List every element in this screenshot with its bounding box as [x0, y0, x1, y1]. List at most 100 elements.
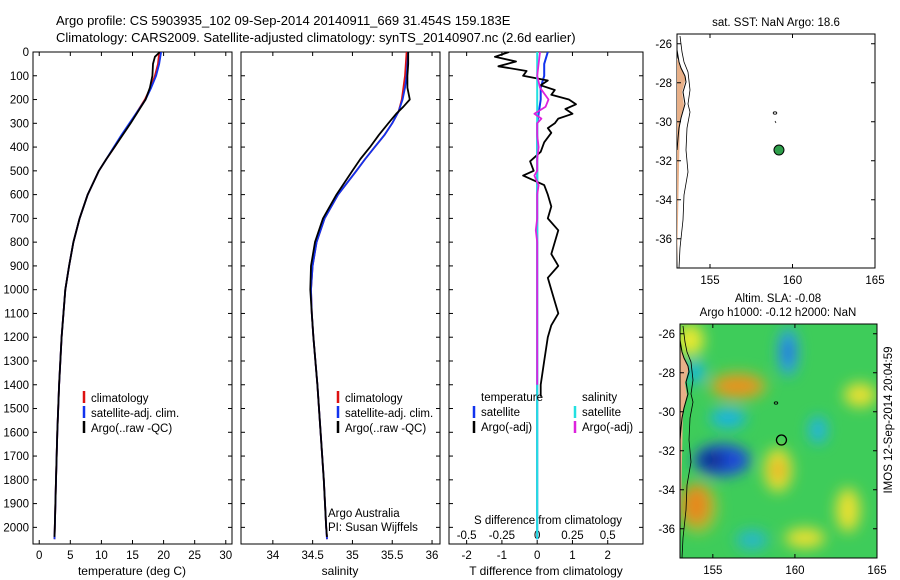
sst-island-marker — [772, 111, 778, 115]
sla-map-y-axis: -26 -28 -30 -32 -34 -36 — [658, 329, 877, 536]
temperature-y-axis: 0 100 200 300 400 500 600 700 800 900 1000 1100 1200… — [3, 47, 232, 534]
y-tick-label: 1000 — [3, 285, 29, 297]
y-tick-label: 300 — [10, 118, 29, 130]
sla-coastline — [680, 339, 690, 441]
y-tick-label: -34 — [658, 485, 675, 497]
salinity-x-label: salinity — [322, 564, 359, 578]
y-tick-label: 700 — [10, 213, 29, 225]
y-tick-label: 1100 — [4, 308, 29, 320]
x-tick-label: 1 — [569, 550, 575, 562]
s-tick-label: 0.25 — [561, 530, 583, 542]
y-tick-label: -32 — [655, 156, 672, 168]
sla-anomaly-high — [785, 528, 825, 548]
y-tick-label: -26 — [658, 329, 675, 341]
y-tick-label: 1800 — [3, 475, 29, 487]
x-tick-label: 10 — [95, 550, 108, 562]
x-tick-label: 0 — [36, 550, 42, 562]
y-tick-label: 1200 — [3, 332, 29, 344]
sst-float-position-marker — [773, 144, 785, 156]
header-line-1: Argo profile: CS 5903935_102 09-Sep-2014… — [56, 13, 511, 28]
salinity-plot-frame — [240, 51, 441, 545]
sst-depth-contour — [678, 35, 691, 268]
x-tick-label: 34.5 — [301, 550, 323, 562]
sla-map-title-line-2: Argo h1000: -0.12 h2000: NaN — [700, 307, 857, 319]
legend-label-s-satellite: satellite — [582, 407, 621, 419]
temperature-panel: 0100200300400500600700800900100011001200… — [3, 47, 233, 578]
y-tick-label: 600 — [10, 190, 29, 202]
side-timestamp-label: IMOS 12-Sep-2014 20:04:59 — [883, 346, 895, 493]
legend-label-s-argo: Argo(-adj) — [582, 422, 633, 434]
sst-map-panel: sat. SST: NaN Argo: 18.6 -26 -28 -30 -32 -34… — [655, 17, 884, 287]
legend-label-climatology: climatology — [91, 393, 149, 405]
x-tick-label: 34 — [266, 550, 279, 562]
legend-label-satellite-adj: satellite-adj. clim. — [91, 408, 179, 420]
header-line-2: Climatology: CARS2009. Satellite-adjuste… — [56, 30, 576, 45]
y-tick-label: 1400 — [3, 380, 29, 392]
y-tick-label: 500 — [10, 166, 29, 178]
s-tick-label: -0.25 — [489, 530, 515, 542]
y-tick-label: -36 — [655, 234, 672, 246]
sst-coastline — [677, 49, 687, 151]
x-tick-label: 35 — [346, 550, 359, 562]
temperature-x-axis: 0 5 10 15 20 25 30 — [36, 52, 232, 562]
sla-anomaly-low — [698, 452, 726, 468]
sla-anomaly-low — [784, 340, 792, 364]
temperature-series — [53, 52, 162, 540]
y-tick-label: -36 — [658, 524, 675, 536]
sla-float-position-marker — [775, 434, 788, 446]
x-tick-label: 155 — [703, 565, 722, 577]
y-tick-label: -28 — [655, 78, 672, 90]
difference-x-label: T difference from climatology — [469, 564, 623, 578]
x-tick-label: 35.5 — [381, 550, 403, 562]
difference-legend: temperature salinity satellite Argo(-adj… — [472, 392, 633, 434]
temperature-legend: climatology satellite-adj. clim. Argo(..… — [82, 391, 179, 435]
legend-title-salinity: salinity — [582, 392, 617, 404]
sla-anomaly-high — [680, 482, 718, 534]
sst-map-title: sat. SST: NaN Argo: 18.6 — [712, 17, 840, 29]
y-tick-label: -34 — [655, 195, 672, 207]
series-line-salinity-argo-adj — [533, 52, 550, 385]
salinity-annotation-line-2: PI: Susan Wijffels — [328, 522, 418, 534]
x-tick-label: 2 — [605, 550, 611, 562]
x-tick-label: 36 — [426, 550, 439, 562]
difference-plot-frame — [448, 51, 644, 545]
sla-anomaly-low — [685, 360, 705, 384]
y-tick-label: 200 — [10, 95, 29, 107]
sla-island-marker — [773, 401, 779, 405]
legend-label-argo: Argo(..raw -QC) — [91, 423, 172, 435]
y-tick-label: 400 — [10, 142, 29, 154]
y-tick-label: 1500 — [3, 404, 29, 416]
x-tick-label: 20 — [157, 550, 170, 562]
sst-map-y-axis: -26 -28 -30 -32 -34 -36 — [655, 39, 875, 246]
sla-depth-contour — [681, 325, 694, 558]
sla-anomaly-low — [710, 408, 746, 428]
legend-title-temperature: temperature — [481, 392, 543, 404]
x-tick-label: 160 — [783, 275, 802, 287]
x-tick-label: 165 — [867, 565, 886, 577]
series-line-temperature-argo-adj — [493, 52, 577, 397]
temperature-x-label: temperature (deg C) — [78, 564, 186, 578]
x-tick-label: 25 — [188, 550, 201, 562]
sla-anomaly-low — [736, 530, 768, 550]
y-tick-label: 1900 — [3, 499, 29, 511]
sla-anomaly-high — [836, 488, 860, 532]
x-tick-label: 165 — [865, 275, 884, 287]
y-tick-label: -30 — [658, 407, 675, 419]
y-tick-label: -28 — [658, 368, 675, 380]
sla-map-frame — [679, 323, 878, 559]
difference-x-axis: -2 -1 0 1 2 — [462, 52, 611, 562]
salinity-annotation-line-1: Argo Australia — [328, 508, 400, 520]
difference-series — [493, 52, 577, 540]
sla-anomaly-high — [708, 371, 768, 401]
difference-s-axis-label: S difference from climatology — [474, 515, 622, 527]
sst-island-trace — [774, 120, 777, 124]
x-tick-label: 0 — [534, 550, 540, 562]
series-line-argo-raw-qc — [309, 52, 411, 537]
sla-land-mass — [680, 324, 689, 558]
y-tick-label: -32 — [658, 446, 675, 458]
y-tick-label: 1700 — [3, 451, 29, 463]
legend-label-satellite-adj: satellite-adj. clim. — [345, 408, 433, 420]
legend-label-t-satellite: satellite — [481, 407, 520, 419]
sla-map-panel: Altim. SLA: -0.08 Argo h1000: -0.12 h200… — [658, 293, 886, 577]
